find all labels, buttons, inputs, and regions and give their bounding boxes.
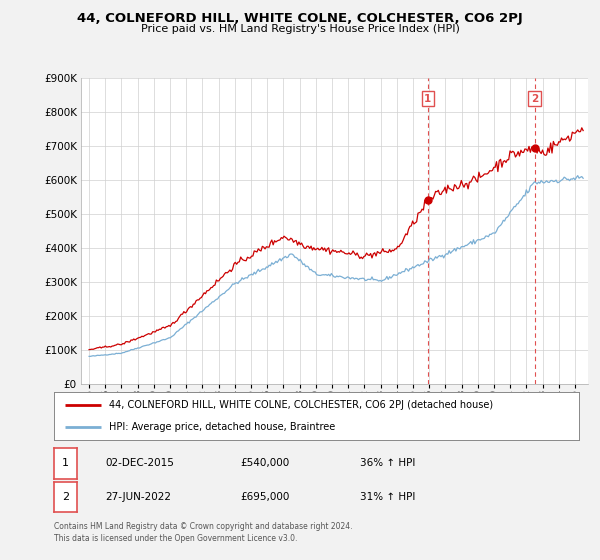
Text: 44, COLNEFORD HILL, WHITE COLNE, COLCHESTER, CO6 2PJ: 44, COLNEFORD HILL, WHITE COLNE, COLCHES… xyxy=(77,12,523,25)
Text: £540,000: £540,000 xyxy=(240,459,289,468)
Text: Contains HM Land Registry data © Crown copyright and database right 2024.
This d: Contains HM Land Registry data © Crown c… xyxy=(54,522,353,543)
Text: 1: 1 xyxy=(424,94,431,104)
Text: 2: 2 xyxy=(62,492,69,502)
Text: 1: 1 xyxy=(62,459,69,468)
Text: 27-JUN-2022: 27-JUN-2022 xyxy=(105,492,171,502)
Text: 44, COLNEFORD HILL, WHITE COLNE, COLCHESTER, CO6 2PJ (detached house): 44, COLNEFORD HILL, WHITE COLNE, COLCHES… xyxy=(109,400,493,410)
Text: HPI: Average price, detached house, Braintree: HPI: Average price, detached house, Brai… xyxy=(109,422,335,432)
Text: 2: 2 xyxy=(531,94,538,104)
Text: 31% ↑ HPI: 31% ↑ HPI xyxy=(360,492,415,502)
Text: 36% ↑ HPI: 36% ↑ HPI xyxy=(360,459,415,468)
Text: 02-DEC-2015: 02-DEC-2015 xyxy=(105,459,174,468)
Text: £695,000: £695,000 xyxy=(240,492,289,502)
Text: Price paid vs. HM Land Registry's House Price Index (HPI): Price paid vs. HM Land Registry's House … xyxy=(140,24,460,34)
